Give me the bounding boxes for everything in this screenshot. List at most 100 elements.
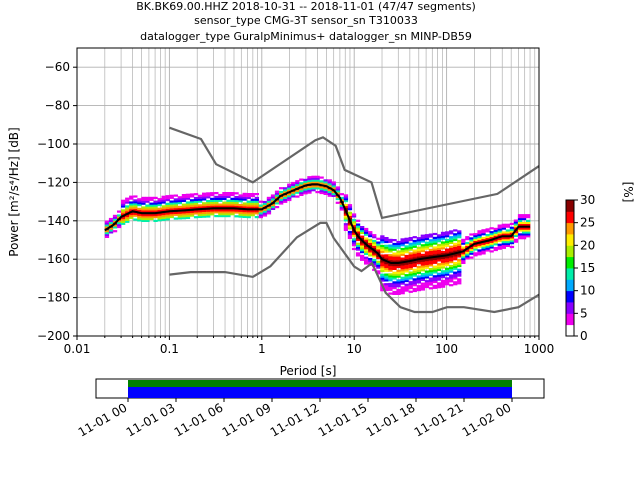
heatmap-cell [521, 231, 527, 234]
heatmap-cell [380, 262, 385, 265]
heatmap-cell [335, 196, 340, 199]
heatmap-cell [420, 240, 425, 243]
colorbar-cell [566, 220, 574, 224]
heatmap-cell [388, 286, 393, 289]
heatmap-cell [133, 201, 138, 204]
heatmap-cell [505, 223, 510, 226]
heatmap-cell [153, 208, 158, 211]
heatmap-cell [388, 244, 393, 247]
heatmap-cell [161, 212, 166, 216]
heatmap-cell [396, 246, 401, 249]
heatmap-cell [445, 250, 450, 253]
heatmap-cell [141, 210, 146, 213]
heatmap-cell [440, 237, 446, 240]
heatmap-cell [400, 286, 405, 289]
heatmap-cell [287, 198, 292, 202]
time-tick-label: 11-01 15 [316, 400, 370, 439]
heatmap-cell [153, 219, 158, 222]
heatmap-cell [287, 183, 292, 186]
heatmap-cell [364, 229, 369, 232]
heatmap-cell [307, 179, 312, 183]
heatmap-cell [497, 232, 502, 235]
heatmap-cell [469, 233, 474, 236]
x-tick-label: 0.01 [64, 342, 91, 356]
heatmap-cell [104, 220, 110, 223]
heatmap-cell [319, 182, 324, 185]
heatmap-cell [489, 250, 494, 253]
heatmap-cell [165, 199, 170, 202]
colorbar-cell [566, 243, 574, 246]
heatmap-cell [420, 286, 425, 289]
heatmap-cell [157, 200, 162, 203]
heatmap-cell [181, 205, 187, 208]
heatmap-cell [372, 255, 377, 258]
heatmap-cell [262, 200, 268, 204]
heatmap-cell [250, 193, 255, 196]
heatmap-cell [149, 204, 154, 207]
heatmap-cell [384, 256, 389, 259]
heatmap-cell [416, 271, 421, 274]
heatmap-cell [424, 284, 430, 287]
heatmap-cell [404, 241, 409, 244]
heatmap-cell [404, 289, 409, 292]
heatmap-cell [416, 248, 421, 251]
heatmap-cell [445, 248, 450, 251]
heatmap-cell [436, 245, 442, 248]
heatmap-cell [388, 265, 393, 268]
x-tick-label: 1 [258, 342, 266, 356]
heatmap-cell [376, 245, 381, 248]
heatmap-cell [473, 236, 478, 240]
heatmap-cell [420, 244, 425, 247]
heatmap-cell [372, 239, 377, 243]
heatmap-cell [424, 241, 430, 244]
heatmap-cell [440, 276, 446, 279]
x-axis-label: Period [s] [280, 364, 337, 378]
heatmap-cell [108, 221, 114, 224]
heatmap-cell [193, 210, 199, 213]
heatmap-cell [424, 274, 430, 277]
heatmap-cell [214, 205, 219, 208]
colorbar-cell [566, 261, 574, 264]
heatmap-cell [214, 215, 219, 218]
heatmap-cell [307, 176, 312, 179]
heatmap-cell [291, 185, 296, 188]
heatmap-cell [226, 209, 231, 212]
heatmap-cell [465, 251, 470, 254]
heatmap-cell [404, 264, 409, 267]
heatmap-cell [526, 233, 531, 236]
heatmap-cell [206, 194, 211, 197]
colorbar-tick-label: 25 [580, 216, 595, 230]
heatmap-cell [238, 211, 243, 214]
heatmap-cell [412, 249, 417, 252]
heatmap-cell [453, 244, 458, 247]
heatmap-cell [376, 254, 381, 258]
heatmap-cell [509, 242, 515, 245]
colorbar-label: [%] [621, 182, 635, 203]
heatmap-cell [400, 257, 405, 260]
heatmap-cell [384, 244, 389, 247]
colorbar-cell [566, 238, 574, 242]
heatmap-cell [218, 199, 223, 202]
heatmap-cell [457, 270, 462, 273]
heatmap-cell [246, 210, 251, 213]
heatmap-cell [129, 214, 134, 217]
heatmap-cell [364, 247, 369, 250]
heatmap-cell [408, 261, 413, 265]
heatmap-cell [189, 204, 195, 208]
heatmap-cell [246, 214, 251, 217]
heatmap-cell [368, 258, 373, 261]
heatmap-cell [169, 194, 174, 197]
heatmap-cell [360, 237, 365, 240]
heatmap-cell [493, 247, 498, 250]
heatmap-cell [408, 254, 413, 257]
heatmap-cell [193, 193, 199, 196]
heatmap-cell [335, 186, 340, 189]
heatmap-cell [380, 254, 385, 257]
heatmap-cell [408, 286, 413, 290]
heatmap-cell [133, 205, 138, 208]
heatmap-cell [169, 196, 174, 199]
heatmap-cell [380, 256, 385, 259]
heatmap-cell [408, 267, 413, 270]
heatmap-cell [469, 237, 474, 240]
